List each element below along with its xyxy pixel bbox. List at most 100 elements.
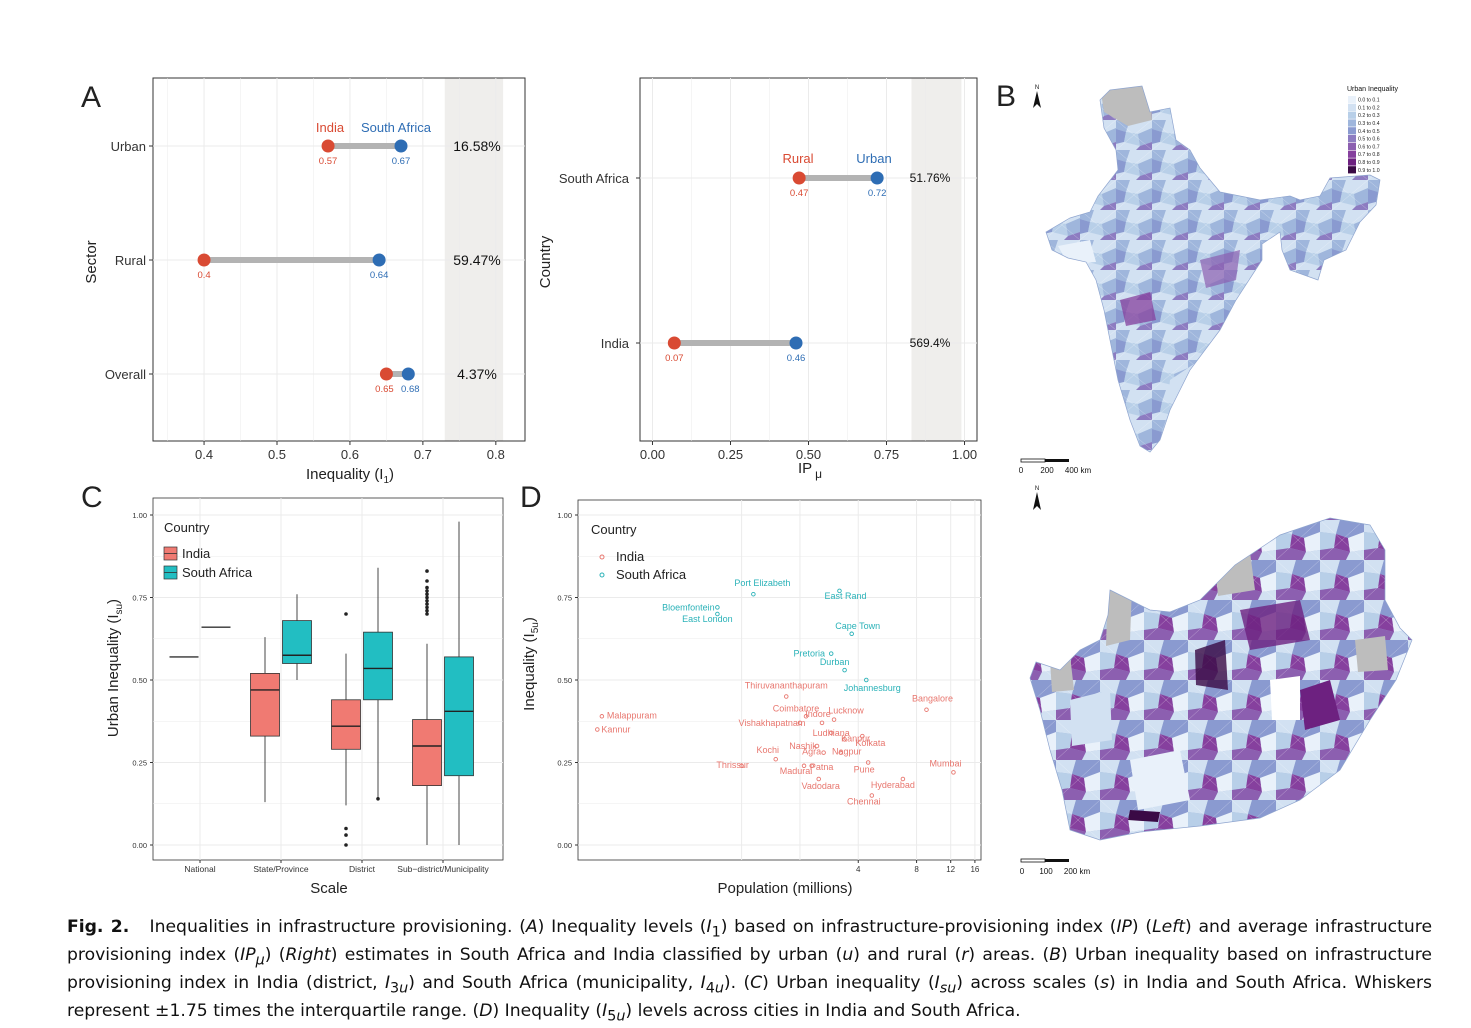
- a-right-value-rural: 0.47: [790, 188, 809, 199]
- map-legend-swatch: [1348, 111, 1356, 119]
- map-legend-swatch: [1348, 166, 1356, 174]
- c-legend-india: India: [182, 546, 211, 561]
- caption-text: Inequalities in infrastructure provision…: [67, 917, 1433, 1025]
- a-left-value-sa: 0.68: [401, 384, 420, 395]
- a-left-point-india: [379, 367, 393, 381]
- d-ytick-label: 0.50: [557, 676, 572, 685]
- d-point: [860, 733, 865, 739]
- c-outlier: [425, 589, 429, 593]
- c-ytick-label: 0.25: [132, 759, 147, 768]
- d-point: [784, 694, 789, 699]
- svg-text:200: 200: [1040, 466, 1054, 475]
- d-ytick-label: 0.75: [557, 594, 572, 603]
- a-right-xtick-label: 1.00: [952, 447, 977, 462]
- panel-letter-a: A: [81, 81, 101, 114]
- c-outlier: [344, 833, 348, 837]
- d-point: [842, 737, 847, 742]
- map-legend-swatch: [1348, 142, 1356, 150]
- c-outlier: [344, 826, 348, 831]
- a-left-xlabel: Inequality (I1): [306, 466, 394, 486]
- d-point-label: East London: [682, 614, 733, 624]
- a-right-shade: [911, 78, 962, 441]
- a-right-point-rural: [792, 171, 806, 185]
- d-point-label: Kolkata: [855, 738, 885, 748]
- svg-text:N: N: [1035, 85, 1039, 91]
- c-legend-sa: South Africa: [182, 565, 253, 580]
- svg-text:100: 100: [1039, 867, 1053, 876]
- d-point-label: Bloemfontein: [662, 602, 715, 612]
- a-right-xtick-label: 0.00: [640, 447, 665, 462]
- c-outlier: [344, 612, 348, 616]
- d-legend-title: Country: [591, 522, 637, 537]
- svg-text:N: N: [1035, 486, 1039, 492]
- a-right-value-urban: 0.46: [787, 353, 806, 364]
- map-south-africa: N 0 100 200 km: [1020, 486, 1413, 876]
- d-point: [803, 714, 809, 719]
- a-left-value-india: 0.65: [375, 384, 394, 395]
- d-point-label: Lucknow: [828, 706, 864, 716]
- figure-caption: Fig. 2. Inequalities in infrastructure p…: [67, 916, 1432, 1028]
- c-outlier: [425, 602, 429, 606]
- d-point-label: Malappuram: [607, 710, 657, 720]
- d-point-label: Ludhiana: [813, 728, 850, 738]
- a-left-value-sa: 0.64: [370, 270, 389, 281]
- c-xtick-label: State/Province: [253, 864, 309, 874]
- d-xtick-label: 8: [914, 865, 919, 874]
- map-legend-label: 0.4 to 0.5: [1358, 129, 1380, 135]
- a-left-point-india: [197, 253, 211, 267]
- a-right-xtick-label: 0.50: [796, 447, 821, 462]
- svg-text:0: 0: [1019, 466, 1024, 475]
- a-left-annotation: 59.47%: [453, 252, 500, 268]
- d-point-label: Kannur: [601, 725, 630, 735]
- a-left-xtick-label: 0.8: [487, 447, 505, 462]
- d-point-label: Agra: [802, 747, 821, 757]
- c-box: [250, 673, 280, 737]
- scale-bar-sa: 0 100 200 km: [1020, 858, 1090, 876]
- c-outlier: [425, 612, 429, 616]
- d-point: [828, 730, 834, 736]
- a-right-legend-rural: Rural: [782, 151, 813, 166]
- a-right-xlabel: IP μ: [798, 460, 822, 481]
- panel-a-right: 0.00 0.25 0.50 0.75 1.00 South Africa 0.47 0.72…: [537, 77, 978, 481]
- map-legend-label: 0.1 to 0.2: [1358, 105, 1380, 111]
- map-legend-label: 0.9 to 1.0: [1358, 168, 1380, 174]
- map-legend-label: 0.6 to 0.7: [1358, 144, 1380, 150]
- d-point-label: Cape Town: [835, 621, 880, 631]
- d-point-label: Pretoria: [793, 649, 825, 659]
- panel-letter-b: B: [996, 80, 1016, 113]
- a-right-xtick-label: 0.25: [718, 447, 743, 462]
- d-point-label: Vadodara: [802, 781, 840, 791]
- c-ytick-label: 0.75: [132, 594, 147, 603]
- c-box: [412, 719, 442, 786]
- d-point: [797, 720, 803, 726]
- d-point-label: Nashik: [789, 741, 817, 751]
- a-left-ytick-label: Rural: [115, 253, 146, 268]
- a-left-xtick-label: 0.6: [341, 447, 359, 462]
- panel-letter-c: C: [81, 481, 103, 514]
- c-outlier: [425, 599, 429, 603]
- d-xtick-label: 4: [856, 865, 861, 874]
- c-box: [331, 699, 361, 750]
- map-legend-label: 0.0 to 0.1: [1358, 98, 1380, 104]
- d-xlabel: Population (millions): [717, 880, 852, 897]
- d-point-label: Port Elizabeth: [734, 578, 790, 588]
- d-ytick-label: 0.00: [557, 841, 572, 850]
- c-xtick-label: National: [184, 864, 215, 874]
- d-point: [842, 667, 847, 673]
- a-right-ytick-label: South Africa: [559, 171, 630, 186]
- d-legend-key-sa: [599, 572, 605, 578]
- a-left-value-india: 0.57: [319, 156, 338, 167]
- c-outlier: [376, 797, 380, 801]
- c-outlier: [425, 569, 429, 573]
- c-outlier: [425, 605, 429, 610]
- a-right-value-urban: 0.72: [868, 188, 887, 199]
- a-left-xtick-label: 0.4: [195, 447, 213, 462]
- map-legend-label: 0.5 to 0.6: [1358, 137, 1380, 143]
- d-point-label: Hyderabad: [871, 780, 915, 790]
- d-point-label: Coimbatore: [773, 703, 820, 713]
- d-point: [869, 793, 875, 798]
- a-left-point-sa: [372, 253, 386, 267]
- d-point: [801, 763, 807, 769]
- d-point: [814, 743, 820, 749]
- c-outlier: [344, 843, 348, 847]
